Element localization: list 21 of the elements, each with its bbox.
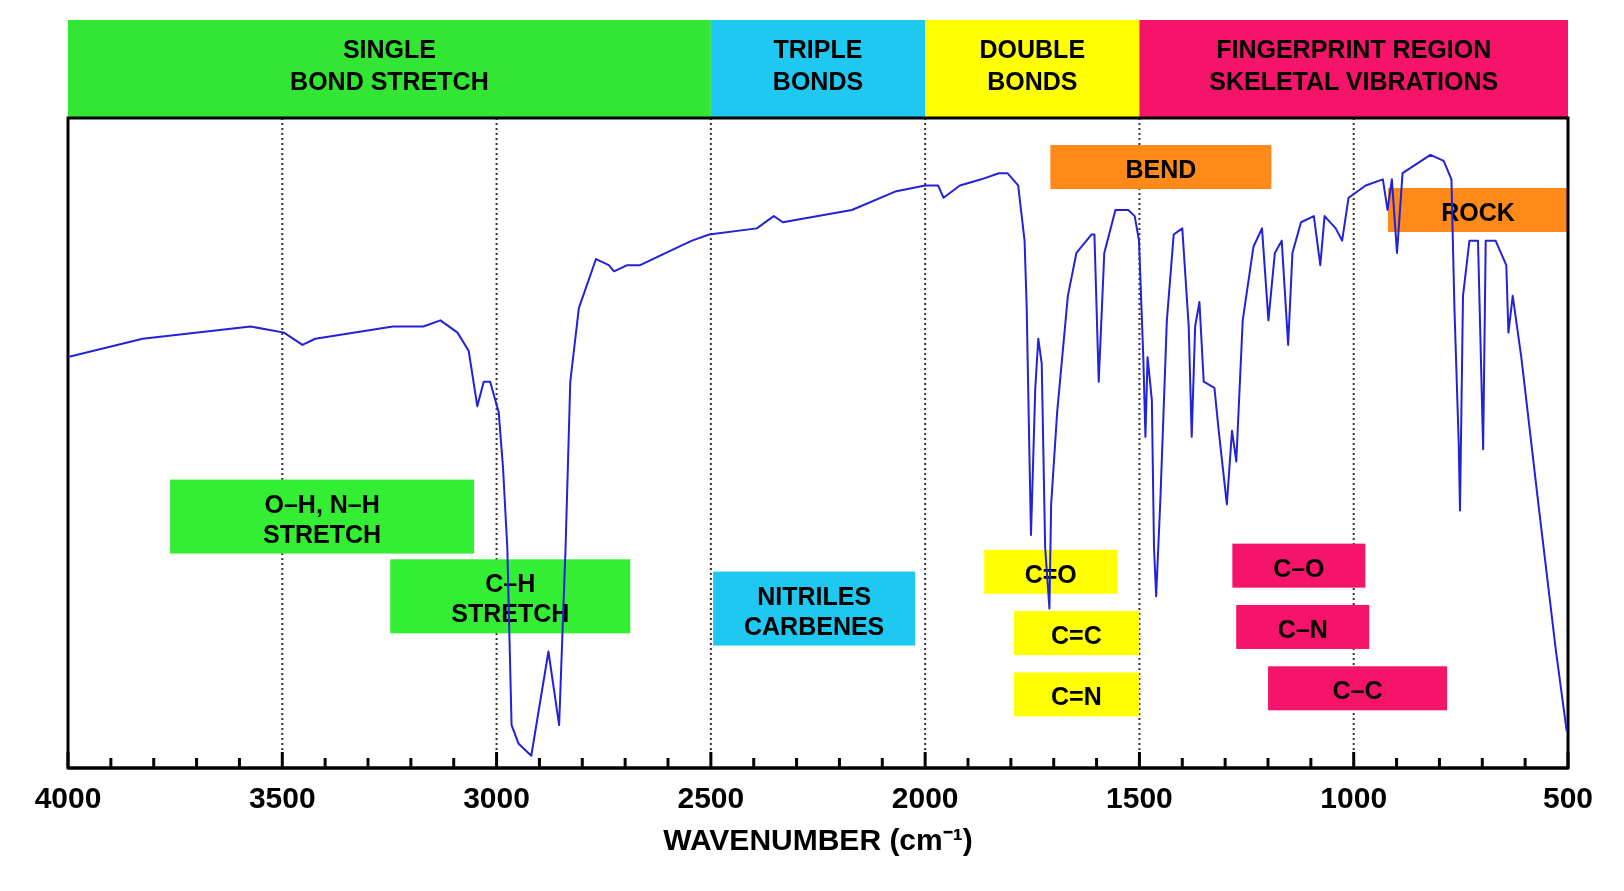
x-tick-label: 1000 xyxy=(1320,781,1388,814)
text: FINGERPRINT REGION SKELETAL VIBRATIONS xyxy=(1209,35,1499,95)
annotation: BEND xyxy=(1125,155,1197,184)
annotation: C–O xyxy=(1273,553,1325,582)
x-tick-label: 2000 xyxy=(891,781,959,814)
annotation: C=N xyxy=(1051,682,1102,711)
x-tick-label: 1500 xyxy=(1106,781,1173,814)
x-tick-label: 3000 xyxy=(463,781,530,814)
x-tick-label: 500 xyxy=(1542,781,1594,814)
annotation: C–C xyxy=(1332,676,1383,705)
x-tick-label: 3500 xyxy=(248,781,316,814)
text: DOUBLE BONDS xyxy=(979,35,1086,95)
x-tick-label: 2500 xyxy=(677,781,745,814)
text: TRIPLE BONDS xyxy=(772,35,864,95)
annotation: C=C xyxy=(1051,621,1102,650)
x-axis-title: WAVENUMBER (cm⁻¹) xyxy=(663,823,973,856)
text: SINGLE BOND STRETCH xyxy=(290,35,489,95)
x-tick-label: 4000 xyxy=(34,781,102,814)
annotation: NITRILES CARBENES xyxy=(743,581,885,640)
annotation: C–N xyxy=(1277,614,1328,643)
annotation: O–H, N–H STRETCH xyxy=(263,489,382,548)
